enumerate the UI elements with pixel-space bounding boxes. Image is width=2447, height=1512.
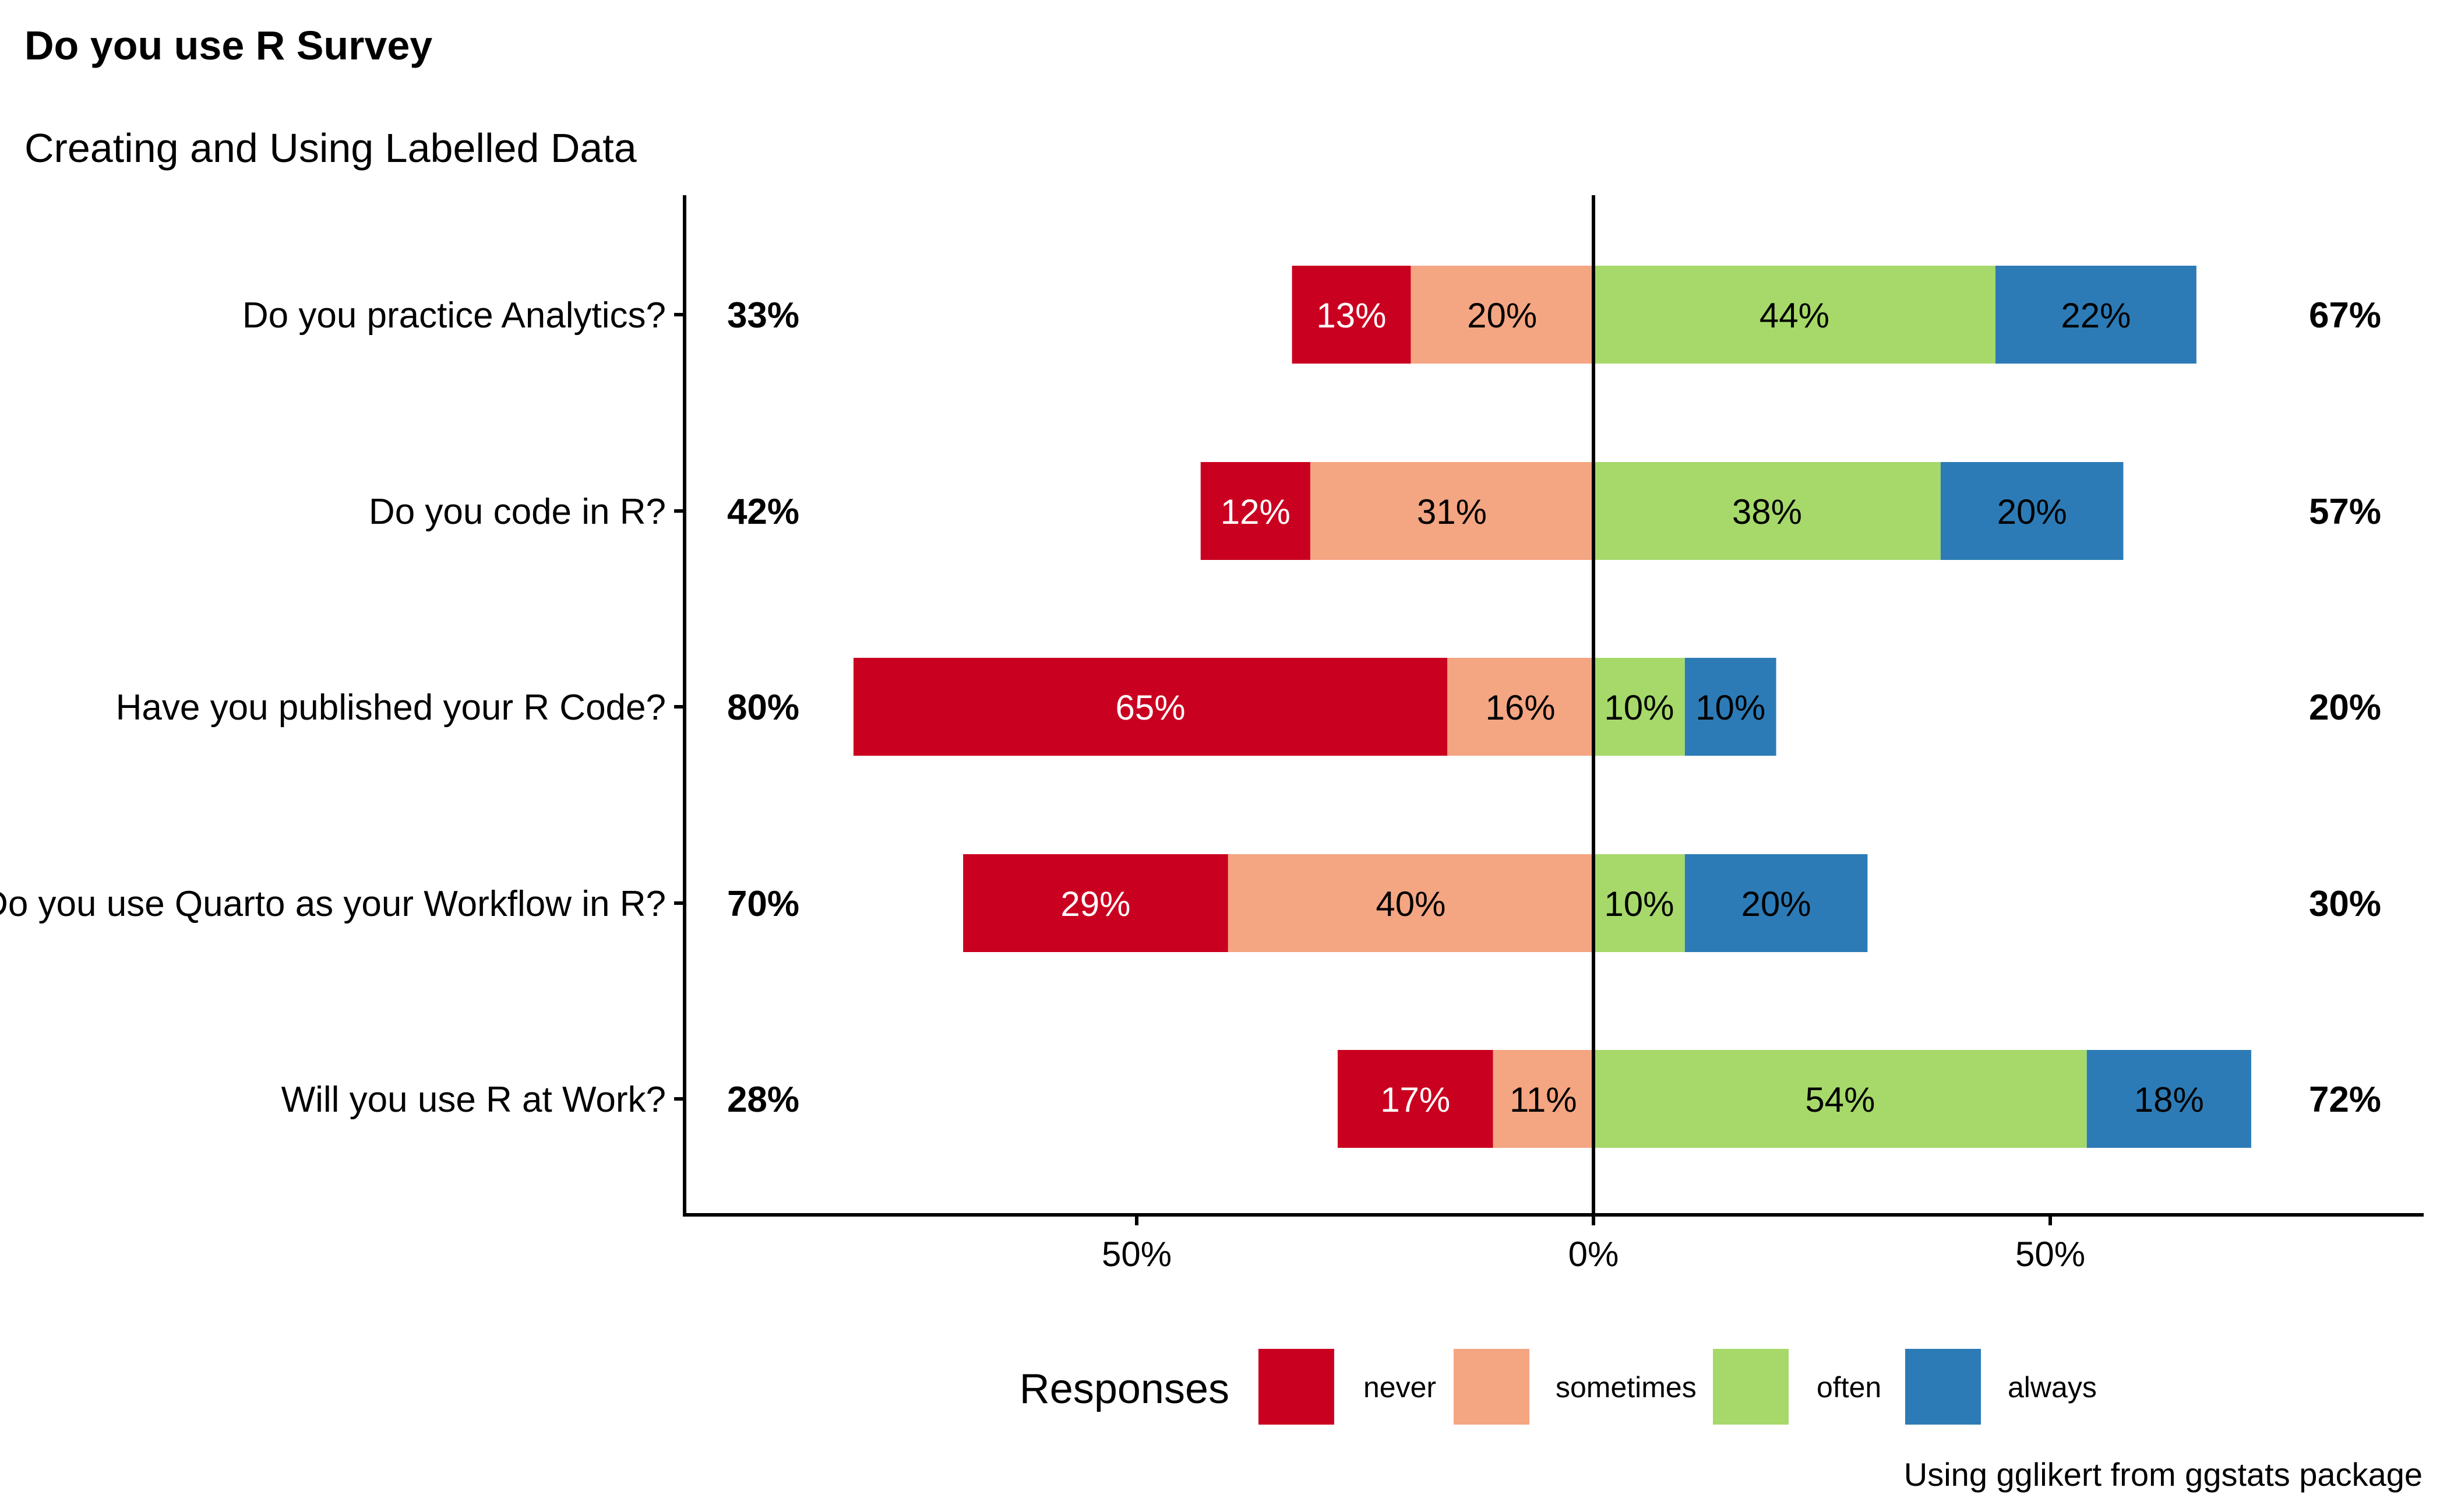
bar-label-sometimes: 16% — [1486, 688, 1556, 727]
bar-label-often: 38% — [1732, 492, 1802, 531]
bar-segment-always — [1684, 658, 1776, 756]
bar-segment-never — [1292, 266, 1411, 364]
left-total-label: 70% — [727, 884, 799, 924]
x-tick-label: 50% — [2015, 1235, 2085, 1274]
chart-title: Do you use R Survey — [24, 23, 432, 68]
y-tick-label: Will you use R at Work? — [281, 1080, 666, 1120]
y-tick-label: Do you practice Analytics? — [242, 295, 666, 336]
right-total-label: 72% — [2309, 1080, 2381, 1120]
right-total-label: 30% — [2309, 884, 2381, 924]
legend-label-never: never — [1363, 1371, 1436, 1404]
legend-label-often: often — [1817, 1371, 1881, 1404]
bar-label-always: 18% — [2134, 1080, 2204, 1119]
bar-label-always: 20% — [1741, 884, 1811, 924]
legend-key-always — [1905, 1349, 1981, 1425]
bar-label-sometimes: 40% — [1376, 884, 1445, 924]
bar-segment-always — [1995, 266, 2196, 364]
bar-label-never: 12% — [1221, 492, 1291, 531]
legend-label-always: always — [2008, 1371, 2097, 1404]
bar-label-never: 65% — [1115, 688, 1185, 727]
chart-caption: Using gglikert from ggstats package — [1904, 1456, 2423, 1493]
bar-segment-never — [1200, 462, 1310, 560]
legend-key-often — [1713, 1349, 1789, 1425]
right-total-label: 57% — [2309, 492, 2381, 532]
bar-segment-never — [1337, 1050, 1493, 1148]
bar-segment-always — [1684, 854, 1868, 952]
bar-segment-always — [2086, 1050, 2251, 1148]
bar-label-sometimes: 31% — [1417, 492, 1487, 531]
bar-label-never: 13% — [1316, 296, 1386, 335]
bar-segment-sometimes — [1411, 266, 1593, 364]
bar-segment-never — [963, 854, 1228, 952]
x-tick-label: 50% — [1102, 1235, 1172, 1274]
x-tick-label: 0% — [1568, 1235, 1619, 1274]
bar-segment-often — [1593, 658, 1685, 756]
bar-segment-often — [1593, 462, 1941, 560]
bar-segment-sometimes — [1310, 462, 1593, 560]
bar-label-always: 20% — [1997, 492, 2067, 531]
plot-area: 20% 13% 44% 22% Do you practice Analytics? 33… — [0, 195, 2424, 1274]
y-tick-label: Do you use Quarto as your Workflow in R? — [0, 884, 666, 924]
left-total-label: 80% — [727, 688, 799, 728]
bar-label-always: 22% — [2061, 296, 2131, 335]
bar-label-often: 54% — [1805, 1080, 1875, 1119]
bar-segment-sometimes — [1447, 658, 1593, 756]
bar-label-often: 10% — [1604, 688, 1674, 727]
bar-segment-often — [1593, 1050, 2087, 1148]
legend-key-sometimes — [1454, 1349, 1529, 1425]
bar-label-often: 10% — [1604, 884, 1674, 924]
left-total-label: 42% — [727, 492, 799, 532]
bar-label-never: 29% — [1060, 884, 1130, 924]
y-tick-label: Have you published your R Code? — [116, 688, 666, 728]
right-total-label: 20% — [2309, 688, 2381, 728]
left-total-label: 28% — [727, 1080, 799, 1120]
legend: Responses never sometimes often always — [1020, 1349, 2097, 1425]
bar-segment-often — [1593, 266, 1995, 364]
bar-label-sometimes: 11% — [1510, 1080, 1577, 1119]
bar-segment-always — [1940, 462, 2124, 560]
bar-label-often: 44% — [1760, 296, 1829, 335]
bar-segment-often — [1593, 854, 1685, 952]
bar-segment-sometimes — [1493, 1050, 1593, 1148]
legend-title: Responses — [1020, 1366, 1229, 1412]
left-total-label: 33% — [727, 295, 799, 336]
y-tick-label: Do you code in R? — [369, 492, 666, 532]
bar-label-sometimes: 20% — [1467, 296, 1537, 335]
bar-label-never: 17% — [1380, 1080, 1450, 1119]
right-total-label: 67% — [2309, 295, 2381, 336]
legend-label-sometimes: sometimes — [1556, 1371, 1697, 1404]
bar-segment-never — [853, 658, 1448, 756]
chart-subtitle: Creating and Using Labelled Data — [24, 125, 637, 171]
bar-segment-sometimes — [1228, 854, 1593, 952]
legend-key-never — [1258, 1349, 1334, 1425]
bar-label-always: 10% — [1695, 688, 1765, 727]
